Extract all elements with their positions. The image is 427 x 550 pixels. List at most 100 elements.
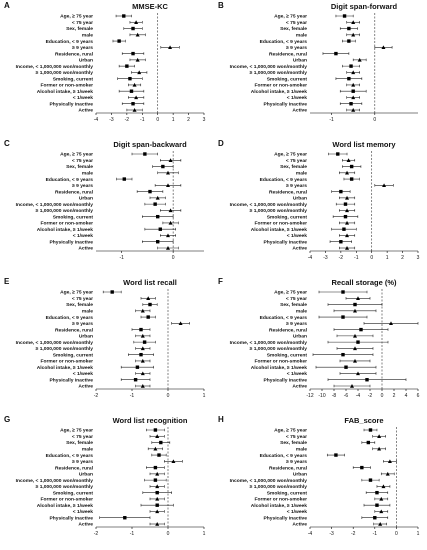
x-tick-label: 0	[167, 531, 170, 537]
panel-letter: F	[218, 277, 223, 286]
panel-title: Digit span-forward	[331, 2, 398, 11]
point-estimate-square	[155, 503, 159, 507]
x-tick-label: 6	[417, 393, 420, 399]
point-estimate-square	[110, 290, 114, 294]
point-estimate-square	[344, 365, 348, 369]
row-label: Physically inactive	[50, 377, 94, 383]
point-estimate-square	[148, 302, 152, 307]
row-label: Active	[78, 384, 93, 390]
row-label: Urban	[293, 196, 307, 202]
x-tick-label: 1	[417, 531, 420, 537]
row-label: Education, < 9 years	[46, 453, 94, 459]
row-label: Physically inactive	[264, 377, 308, 383]
point-estimate-square	[375, 490, 379, 495]
row-label: < 75 year	[72, 158, 93, 164]
point-estimate-square	[117, 39, 121, 43]
row-label: Smoking, current	[267, 76, 308, 82]
point-estimate-triangle	[381, 484, 386, 489]
point-estimate-square	[123, 516, 127, 520]
x-tick-label: -3	[109, 117, 114, 123]
forest-panel-b: B Digit span-forward -1 0 Age, ≥ 75 year< 75…	[218, 1, 418, 123]
panel-title: Word list recall	[123, 278, 177, 287]
point-estimate-square	[368, 478, 373, 482]
point-estimate-triangle	[385, 471, 390, 476]
row-label: Residence, rural	[55, 465, 94, 471]
row-label: ≥ 9 years	[286, 459, 307, 465]
row-label: Sex, female	[280, 440, 307, 446]
row-label: < 75 year	[72, 20, 93, 26]
row-label: ≥ 9 years	[72, 459, 93, 465]
row-label: Age, ≥ 75 year	[274, 290, 307, 296]
row-label: ≥ 1,000,000 won/monthly	[36, 70, 94, 76]
row-label: Smoking, current	[53, 352, 94, 358]
point-estimate-triangle	[155, 471, 160, 476]
point-estimate-square	[153, 202, 157, 206]
row-label: ≥ 9 years	[286, 45, 307, 51]
row-label: Education, < 9 years	[260, 177, 308, 183]
point-estimate-square	[143, 152, 147, 156]
row-label: Sex, female	[280, 302, 307, 308]
row-label: Physically inactive	[264, 515, 308, 521]
row-label: < 1/week	[73, 371, 94, 377]
point-estimate-square	[129, 89, 134, 93]
row-label: Age, ≥ 75 year	[60, 290, 93, 296]
x-tick-label: -1	[130, 393, 135, 399]
x-tick-label: 0	[156, 117, 159, 123]
panel-title: Word list memory	[332, 140, 396, 149]
row-label: Alcohol intake, ≥ 1/week	[37, 89, 94, 95]
point-estimate-triangle	[378, 522, 383, 526]
x-tick-label: 2	[393, 393, 396, 399]
point-estimate-square	[159, 440, 163, 445]
row-label: Alcohol intake, ≥ 1/week	[251, 89, 308, 95]
row-label: Former or non-smoker	[255, 221, 308, 227]
point-estimate-triangle	[134, 20, 139, 24]
point-estimate-triangle	[137, 70, 142, 75]
row-label: Active	[292, 246, 307, 252]
row-label: male	[82, 171, 93, 177]
point-estimate-triangle	[168, 220, 173, 225]
row-label: Former or non-smoker	[41, 497, 94, 503]
point-estimate-triangle	[168, 208, 173, 213]
row-label: ≥ 1,000,000 won/monthly	[250, 484, 308, 490]
row-label: Residence, rural	[55, 327, 94, 333]
row-label: Urban	[293, 472, 307, 478]
point-estimate-square	[341, 352, 345, 357]
row-label: Sex, female	[280, 164, 307, 170]
point-estimate-triangle	[351, 82, 356, 87]
point-estimate-triangle	[140, 308, 145, 313]
point-estimate-square	[347, 39, 351, 43]
point-estimate-triangle	[155, 195, 160, 200]
x-tick-label: -1	[329, 117, 334, 123]
panel-letter: E	[4, 277, 10, 286]
row-label: Alcohol intake, ≥ 1/week	[251, 365, 308, 371]
forest-panel-a: A MMSE-KC -4 -3 -2 -1 0 1 2 3 Age, ≥ 75 year< 75 y…	[4, 1, 206, 123]
x-tick-label: -4	[308, 255, 313, 261]
row-label: < 1/week	[287, 509, 308, 515]
point-estimate-triangle	[351, 32, 356, 37]
x-tick-label: 0	[395, 531, 398, 537]
x-tick-label: 1	[203, 531, 206, 537]
point-estimate-triangle	[146, 296, 151, 300]
x-tick-label: 0	[370, 255, 373, 261]
point-estimate-triangle	[135, 32, 140, 37]
row-label: male	[296, 171, 307, 177]
row-label: Physically inactive	[264, 239, 308, 245]
row-label: Urban	[293, 58, 307, 64]
row-label: Residence, rural	[269, 327, 308, 333]
point-estimate-triangle	[155, 509, 160, 514]
row-label: Residence, rural	[55, 51, 94, 57]
point-estimate-triangle	[153, 446, 158, 451]
point-estimate-triangle	[140, 371, 145, 376]
point-estimate-triangle	[166, 246, 170, 250]
x-tick-label: -2	[125, 117, 130, 123]
row-label: Education, < 9 years	[46, 39, 94, 45]
point-estimate-triangle	[345, 220, 350, 225]
x-tick-label: 4	[405, 393, 408, 399]
point-estimate-square	[342, 227, 346, 231]
forest-panel-c: C Digit span-backward -1 0 Age, ≥ 75 year< 7…	[4, 139, 204, 261]
point-estimate-triangle	[155, 522, 160, 526]
forest-panel-e: E Word list recall -2 -1 0 1 Age, ≥ 75 year< 7…	[4, 277, 206, 399]
x-tick-label: -12	[306, 393, 313, 399]
row-label: Former or non-smoker	[41, 83, 94, 89]
row-label: male	[296, 33, 307, 39]
